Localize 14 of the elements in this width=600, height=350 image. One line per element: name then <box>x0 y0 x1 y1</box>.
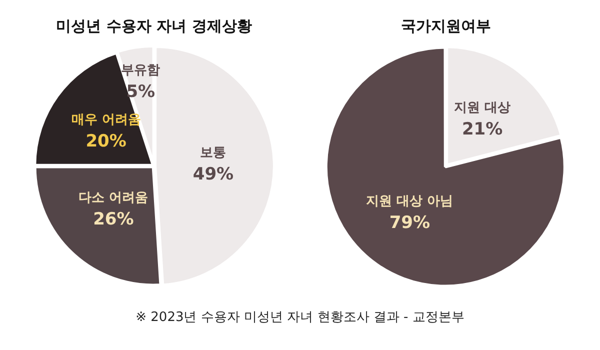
data-label: 20% <box>86 132 126 152</box>
data-label: 79% <box>389 213 430 234</box>
text: ※ 2023년 수용자 미성년 자녀 현황조사 결과 - 교정본부 <box>134 309 466 326</box>
data-label: 26% <box>93 210 134 230</box>
data-label: 5% <box>126 82 156 102</box>
slice-label: 지원 대상 <box>454 100 511 116</box>
slice-label: 다소 어려움 <box>78 190 148 206</box>
slice-label: 지원 대상 아님 <box>366 194 454 210</box>
slice-label: 보통 <box>200 146 226 161</box>
data-label: 21% <box>462 120 503 140</box>
chart-title: 미성년 수용자 자녀 경제상황 <box>56 16 252 35</box>
chart-title: 국가지원여부 <box>401 16 491 35</box>
slice-label: 부유함 <box>121 63 160 78</box>
data-label: 49% <box>192 164 234 185</box>
